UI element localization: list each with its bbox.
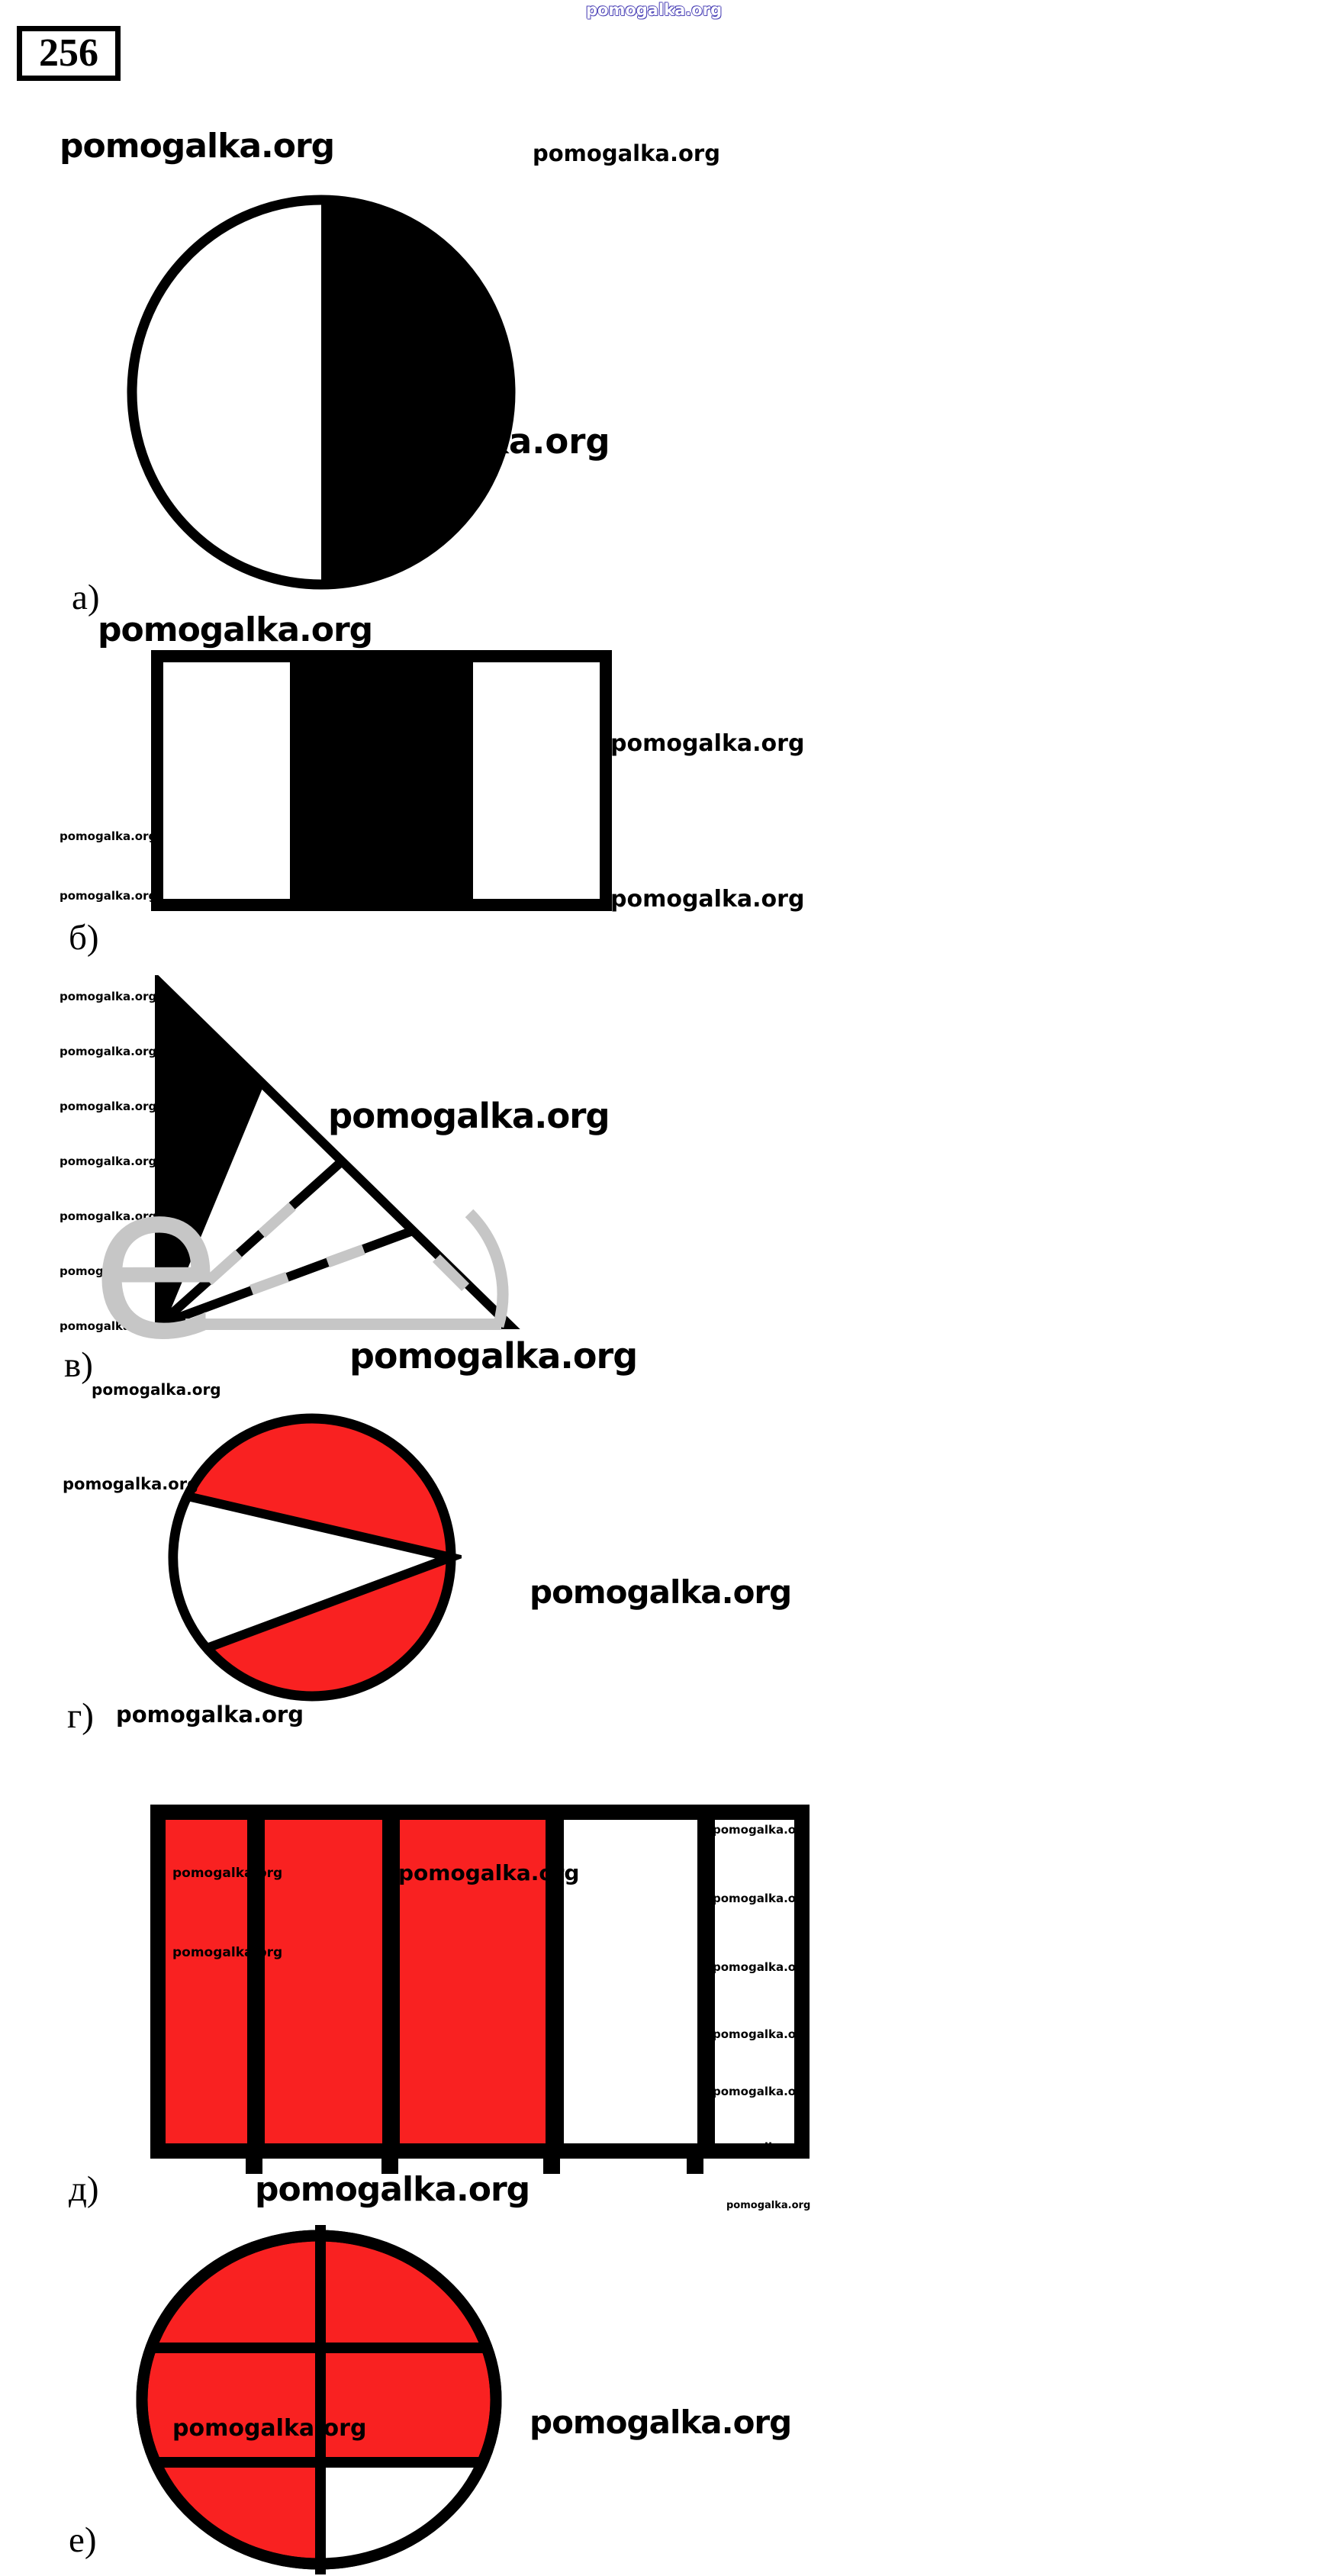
watermark-right-of-b-2: pomogalka.org xyxy=(610,886,805,913)
unshaded-strip-5 xyxy=(715,1820,794,2143)
watermark-over-circle-a: pomogalka.org xyxy=(319,421,610,462)
fan-line-2 xyxy=(156,1158,346,1328)
watermark-left-of-g: pomogalka.org xyxy=(63,1475,199,1493)
watermark-d-right-3: pomogalka.org xyxy=(713,1960,810,1974)
watermark-d-right-1: pomogalka.org xyxy=(713,1823,810,1837)
shaded-strip-1 xyxy=(166,1820,248,2143)
watermark-outline-top: pomogalka.org xyxy=(586,1,723,19)
watermark-in-d-strip1-a: pomogalka.org xyxy=(172,1866,283,1881)
unshaded-bottom-right-part xyxy=(320,2462,484,2564)
watermark-right-of-e: pomogalka.org xyxy=(530,2404,792,2441)
watermark-after-label-g: pomogalka.org xyxy=(116,1702,304,1728)
label-d: д) xyxy=(69,2169,99,2209)
fan-line-1 xyxy=(155,1080,265,1327)
shaded-strip-2 xyxy=(265,1820,383,2143)
watermark-column-2: pomogalka.org xyxy=(60,1045,157,1058)
figure-e-ellipse-sixths xyxy=(136,2225,502,2574)
watermark-column-5: pomogalka.org xyxy=(60,1209,157,1223)
label-b: б) xyxy=(69,918,99,958)
label-v: в) xyxy=(64,1345,93,1385)
watermark-column-3: pomogalka.org xyxy=(60,1100,157,1113)
unshaded-third xyxy=(473,662,600,899)
unshaded-wedge xyxy=(169,1491,462,1654)
watermark-artifact-letter-e: e xyxy=(90,1138,222,1387)
watermark-top-right: pomogalka.org xyxy=(533,140,720,166)
watermark-in-d-strip3: pomogalka.org xyxy=(398,1860,580,1885)
figure-d-rectangle-fifths xyxy=(150,1805,810,2159)
watermark-under-triangle: pomogalka.org xyxy=(349,1335,638,1377)
problem-number: 256 xyxy=(39,31,98,75)
unshaded-strip-4 xyxy=(563,1820,698,2143)
divider-tick xyxy=(381,2157,398,2174)
strip-divider xyxy=(247,1820,266,2143)
shaded-middle-third xyxy=(289,662,474,899)
watermark-under-a: pomogalka.org xyxy=(98,610,373,649)
watermark-d-right-4: pomogalka.org xyxy=(713,2027,810,2041)
strip-divider xyxy=(697,1820,716,2143)
label-a: а) xyxy=(72,578,100,617)
watermark-left-of-b-1: pomogalka.org xyxy=(60,829,157,843)
unshaded-third xyxy=(163,662,290,899)
watermark-under-d: pomogalka.org xyxy=(255,2170,530,2209)
watermark-artifact-arc xyxy=(465,1209,509,1328)
watermark-in-triangle: pomogalka.org xyxy=(328,1096,610,1136)
watermark-column-1: pomogalka.org xyxy=(60,990,157,1003)
problem-number-box: 256 xyxy=(17,26,121,81)
watermark-d-right-2: pomogalka.org xyxy=(713,1892,810,1905)
watermark-artifact-band xyxy=(185,1319,501,1330)
figure-g-circle-sectors xyxy=(168,1413,462,1702)
watermark-right-of-b-1: pomogalka.org xyxy=(610,730,805,757)
figure-a-circle-half-shaded xyxy=(127,195,516,590)
divider-tick xyxy=(543,2157,560,2174)
watermark-column-4: pomogalka.org xyxy=(60,1154,157,1168)
watermark-top-left: pomogalka.org xyxy=(60,127,335,166)
strip-divider xyxy=(546,1820,564,2143)
strip-divider xyxy=(382,1820,401,2143)
watermark-in-d-strip1-b: pomogalka.org xyxy=(172,1945,283,1960)
watermark-column-7: pomogalka.org xyxy=(60,1319,157,1333)
watermark-left-of-b-2: pomogalka.org xyxy=(60,889,157,903)
watermark-d-right-6: pomogalka.org xyxy=(713,2140,810,2154)
watermark-in-e: pomogalka.org xyxy=(172,2415,367,2442)
figure-b-rectangle-third-shaded xyxy=(151,650,612,911)
watermark-artifact-dashes xyxy=(204,1202,470,1296)
shaded-strip-3 xyxy=(400,1820,546,2143)
watermark-d-right-5: pomogalka.org xyxy=(713,2085,810,2098)
label-g: г) xyxy=(67,1696,94,1736)
shaded-right-half xyxy=(321,200,510,584)
figure-v-triangle-quarter-shaded xyxy=(155,975,520,1330)
divider-tick xyxy=(687,2157,703,2174)
watermark-right-of-g: pomogalka.org xyxy=(530,1573,792,1611)
watermark-column-6: pomogalka.org xyxy=(60,1264,157,1278)
label-e: е) xyxy=(69,2520,97,2560)
watermark-d-right-7: pomogalka.org xyxy=(726,2200,811,2211)
divider-tick xyxy=(246,2157,262,2174)
watermark-under-v: pomogalka.org xyxy=(92,1380,221,1399)
